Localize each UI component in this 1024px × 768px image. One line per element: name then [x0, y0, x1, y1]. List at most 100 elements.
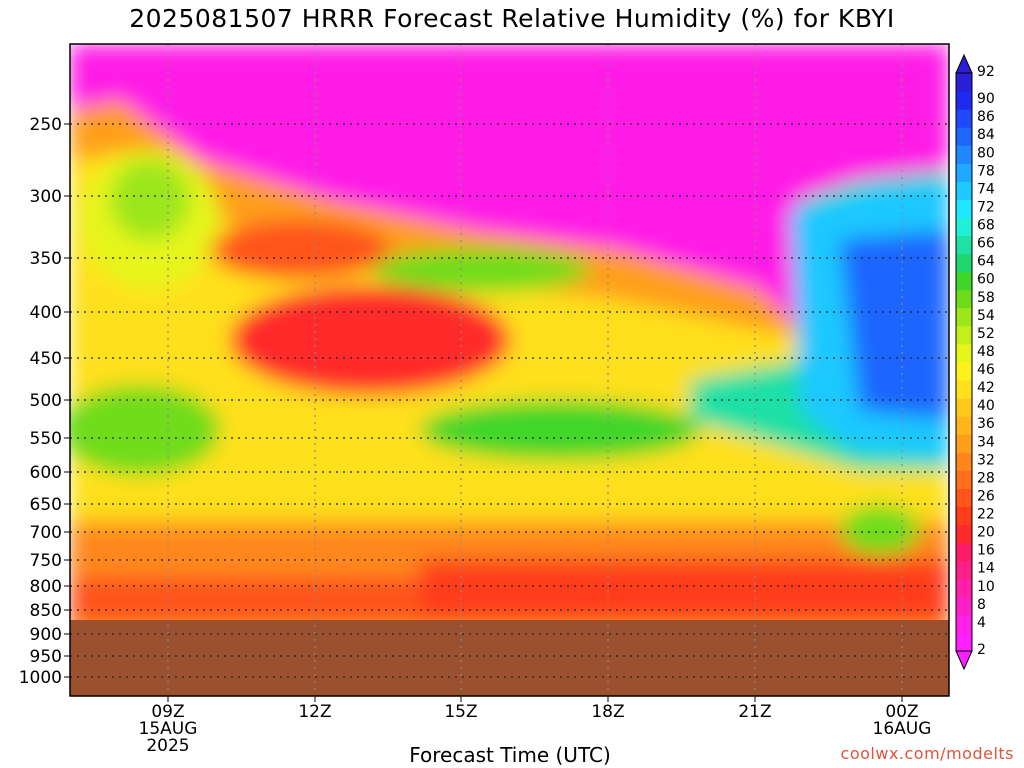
colorbar-segment — [956, 109, 972, 128]
colorbar-segment — [956, 380, 972, 399]
colorbar-label: 74 — [977, 181, 995, 197]
y-tick-label: 1000 — [19, 668, 62, 688]
colorbar-label: 20 — [977, 525, 995, 541]
colorbar-label: 90 — [977, 91, 995, 107]
colorbar-segment — [956, 127, 972, 146]
colorbar-label: 4 — [977, 615, 986, 631]
x-tick-label: 15Z — [444, 702, 477, 722]
colorbar-label: 46 — [977, 362, 995, 378]
x-tick-label: 09Z — [151, 702, 184, 722]
colorbar-segment — [956, 470, 972, 489]
colorbar-segment — [956, 362, 972, 381]
colorbar-label: 78 — [977, 163, 995, 179]
field-layer — [70, 385, 220, 475]
ground-area — [70, 620, 949, 696]
plot-area — [70, 44, 949, 696]
y-tick-label: 650 — [30, 495, 62, 515]
humidity-field — [70, 44, 949, 696]
colorbar-max-arrow — [955, 53, 973, 74]
colorbar-label: 42 — [977, 380, 995, 396]
colorbar-segment — [956, 614, 972, 634]
colorbar-label: 66 — [977, 236, 995, 252]
y-tick-label: 250 — [30, 115, 62, 135]
y-tick-label: 400 — [30, 303, 62, 323]
x-tick-label: 2025 — [146, 736, 189, 756]
colorbar-segment — [956, 524, 972, 544]
colorbar-segment — [956, 73, 972, 92]
colorbar-segment — [956, 271, 972, 291]
y-tick-label: 300 — [30, 187, 62, 207]
colorbar-segment — [956, 181, 972, 200]
field-layer — [420, 400, 700, 460]
x-tick-label: 00Z — [885, 702, 918, 722]
colorbar-segment — [956, 632, 972, 652]
x-tick-label: 12Z — [298, 702, 331, 722]
y-tick-label: 950 — [30, 647, 62, 667]
colorbar-segment — [956, 199, 972, 218]
plot-overlay: 250 300 350 400 450 500 550 600 650 700 750 800 850 9… — [19, 43, 950, 756]
colorbar-label: 34 — [977, 434, 995, 450]
colorbar-segment — [956, 416, 972, 435]
colorbar-label: 80 — [977, 145, 995, 161]
colorbar-segment — [956, 452, 972, 471]
colorbar-segment — [956, 398, 972, 417]
colorbar-segment — [956, 235, 972, 255]
colorbar-label: 48 — [977, 344, 995, 360]
colorbar-segment — [956, 289, 972, 309]
colorbar-segment — [956, 145, 972, 164]
colorbar-label: 8 — [977, 597, 986, 613]
field-layer — [370, 248, 590, 292]
field-layer — [230, 285, 510, 395]
credit-link[interactable]: coolwx.com/modelts — [840, 744, 1014, 763]
colorbar-label: 92 — [977, 64, 995, 80]
field-layer — [840, 505, 920, 555]
colorbar-label: 28 — [977, 470, 995, 486]
x-tick-label: 16AUG — [873, 719, 932, 739]
y-tick-label: 550 — [30, 429, 62, 449]
colorbar-label: 52 — [977, 326, 995, 342]
colorbar-segment — [956, 91, 972, 110]
colorbar-label: 86 — [977, 109, 995, 125]
colorbar-min-arrow — [955, 650, 973, 671]
y-tick-label: 850 — [30, 601, 62, 621]
colorbar-segment — [956, 163, 972, 182]
y-tick-label: 700 — [30, 523, 62, 543]
colorbar-label: 2 — [977, 642, 986, 658]
y-tick-label: 900 — [30, 625, 62, 645]
colorbar: 2481014162022262832343640424648525458606… — [955, 53, 995, 671]
colorbar-segment — [956, 325, 972, 345]
x-tick-label: 21Z — [738, 702, 771, 722]
colorbar-label: 10 — [977, 579, 995, 595]
y-tick-label: 750 — [30, 551, 62, 571]
field-layer — [210, 220, 390, 280]
colorbar-label: 32 — [977, 452, 995, 468]
colorbar-label: 16 — [977, 543, 995, 559]
y-tick-label: 600 — [30, 463, 62, 483]
x-tick-label: 18Z — [591, 702, 624, 722]
colorbar-label: 22 — [977, 507, 995, 523]
y-tick-label: 500 — [30, 391, 62, 411]
colorbar-label: 72 — [977, 199, 995, 215]
colorbar-segment — [956, 434, 972, 453]
colorbar-segment — [956, 217, 972, 237]
colorbar-label: 84 — [977, 127, 995, 143]
x-axis-label: Forecast Time (UTC) — [409, 743, 611, 767]
colorbar-frame — [955, 72, 973, 652]
colorbar-label: 58 — [977, 290, 995, 306]
colorbar-label: 60 — [977, 272, 995, 288]
colorbar-label: 68 — [977, 218, 995, 234]
colorbar-segment — [956, 542, 972, 562]
colorbar-label: 14 — [977, 561, 995, 577]
colorbar-label: 64 — [977, 254, 995, 270]
y-tick-label: 450 — [30, 349, 62, 369]
plot-frame — [69, 43, 950, 697]
colorbar-segment — [956, 253, 972, 273]
colorbar-segment — [956, 596, 972, 616]
colorbar-label: 40 — [977, 398, 995, 414]
colorbar-segment — [956, 488, 972, 507]
colorbar-label: 36 — [977, 416, 995, 432]
colorbar-segment — [956, 343, 972, 363]
y-tick-label: 800 — [30, 577, 62, 597]
colorbar-label: 54 — [977, 308, 995, 324]
